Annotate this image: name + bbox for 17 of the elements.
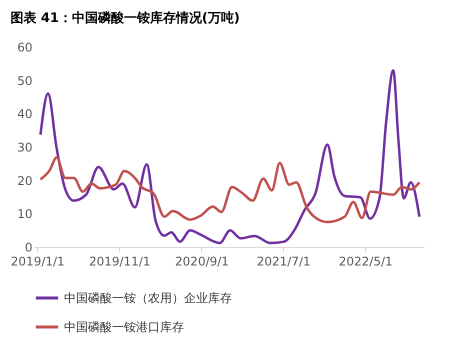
x-tick-label: 2020/9/1	[175, 254, 229, 268]
y-tick-label: 50	[17, 74, 32, 88]
line-series	[39, 156, 421, 224]
chart-title: 图表 41：中国磷酸一铵库存情况(万吨)	[10, 10, 240, 26]
legend-label: 中国磷酸一铵港口库存	[64, 320, 184, 334]
y-tick-label: 20	[17, 174, 32, 188]
y-tick-label: 0	[24, 240, 32, 254]
y-tick-label: 30	[17, 140, 32, 154]
y-tick-label: 40	[17, 107, 32, 122]
x-tick-label: 2019/1/1	[10, 254, 65, 268]
x-tick-label: 2022/5/1	[338, 254, 393, 268]
legend-label: 中国磷酸一铵（农用）企业库存	[64, 291, 232, 305]
y-tick-label: 60	[17, 40, 32, 54]
x-tick-label: 2019/11/1	[88, 254, 150, 268]
x-tick-label: 2021/7/1	[256, 254, 311, 268]
line-series	[39, 69, 421, 244]
y-tick-label: 10	[17, 207, 32, 222]
